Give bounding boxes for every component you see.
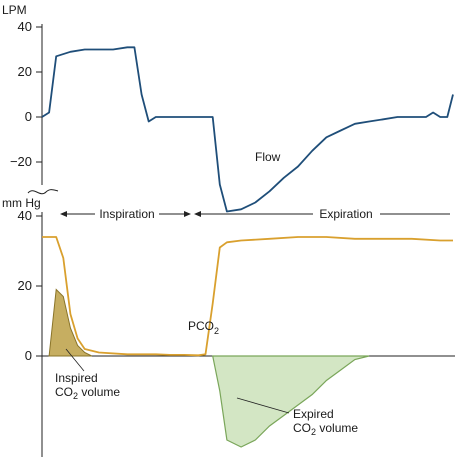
- pco2-series-line: [42, 236, 453, 357]
- inspiration-arrow-right: [184, 211, 191, 217]
- expired-label-line2: CO2 volume: [293, 421, 358, 437]
- co2-tick-label-0: 0: [25, 348, 32, 363]
- flow-tick-label-20: 20: [18, 64, 32, 79]
- inspired-label-line2: CO2 volume: [55, 385, 120, 401]
- inspiration-label: Inspiration: [99, 207, 154, 221]
- flow-tick-label-minus20: −20: [10, 154, 32, 169]
- flow-unit-label: LPM: [2, 3, 27, 17]
- inspired-leader-line: [65, 348, 85, 372]
- expiration-label: Expiration: [319, 207, 372, 221]
- inspiration-arrow-left: [60, 211, 67, 217]
- co2-panel: mm Hg 40 20 0 PCO2 Inspired CO2 volume E…: [2, 196, 455, 457]
- pco2-series-label: PCO2: [188, 319, 219, 336]
- co2-tick-label-40: 40: [18, 208, 32, 223]
- flow-series-label: Flow: [255, 150, 281, 164]
- co2-tick-label-20: 20: [18, 278, 32, 293]
- phase-bar: Inspiration Expiration: [60, 207, 450, 221]
- flow-series-line: [41, 46, 454, 213]
- co2-unit-label: mm Hg: [2, 196, 41, 210]
- expired-co2-volume-area: [211, 355, 370, 448]
- inspired-co2-volume-area: [48, 288, 93, 357]
- flow-tick-label-0: 0: [25, 109, 32, 124]
- expiration-arrow-left: [194, 211, 201, 217]
- axis-break-mark: [27, 189, 59, 195]
- flow-tick-label-40: 40: [18, 19, 32, 34]
- expired-leader-line: [236, 397, 290, 414]
- inspired-label-line1: Inspired: [55, 371, 98, 385]
- expired-label-line1: Expired: [293, 407, 334, 421]
- flow-panel: LPM 40 20 0 −20 Flow: [2, 3, 454, 213]
